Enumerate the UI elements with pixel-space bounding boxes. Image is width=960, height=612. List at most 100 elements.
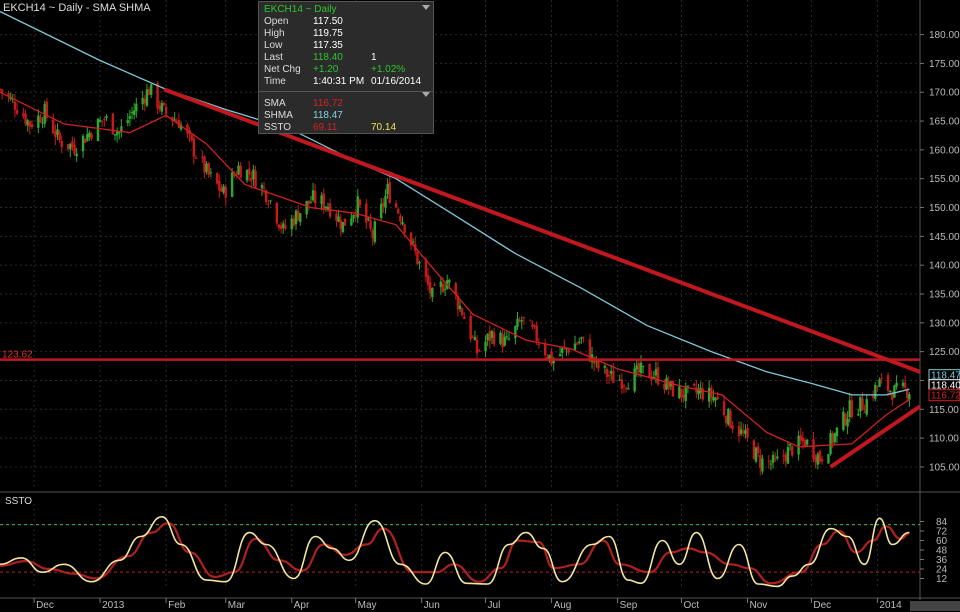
- candle-body: [799, 435, 802, 441]
- candle-body: [173, 119, 176, 121]
- candle-body: [612, 371, 615, 383]
- price-tag-label: 118.40: [931, 381, 960, 392]
- candle-body: [888, 390, 892, 392]
- candle-body: [561, 348, 564, 353]
- shma-line: [0, 10, 910, 396]
- candle-body: [456, 295, 460, 310]
- candle-body: [0, 89, 4, 93]
- low-value: 117.35: [313, 40, 343, 51]
- date-tick-label: 2013: [102, 600, 125, 611]
- candle-body: [469, 315, 472, 340]
- candle-body: [801, 437, 805, 442]
- candle-body: [784, 454, 788, 462]
- candle-body: [603, 365, 607, 368]
- candle-body: [24, 113, 27, 125]
- candle-body: [575, 343, 579, 345]
- date-axis: Dec 2013 Feb Mar Apr May Jun Jul Aug Sep Oct Nov Dec…: [33, 598, 902, 611]
- net-change-label: Net Chg: [264, 64, 301, 75]
- candle-body: [831, 433, 834, 444]
- scrollbar[interactable]: [910, 601, 960, 611]
- candle-body: [901, 382, 905, 387]
- panel-title-row: EKCH14 ~ Daily: [259, 4, 433, 16]
- candle-body: [746, 428, 749, 438]
- candle-body: [505, 336, 509, 338]
- candle-body: [105, 116, 108, 119]
- candle-body: [597, 361, 600, 369]
- candle-body: [752, 440, 756, 460]
- candle-body: [247, 168, 251, 175]
- candle-body: [499, 332, 502, 344]
- candle-body: [132, 110, 136, 115]
- candle-body: [45, 101, 49, 118]
- ssto-grid: [33, 504, 878, 588]
- candle-body: [516, 318, 519, 327]
- candle-body: [669, 381, 673, 387]
- candle-body: [284, 225, 287, 229]
- candle-body: [399, 215, 402, 222]
- candle-body: [731, 425, 734, 430]
- candle-body: [463, 316, 466, 319]
- candle-body: [678, 386, 681, 399]
- ssto-tick-label: 36: [936, 555, 948, 566]
- candle-body: [96, 118, 100, 142]
- candle-body: [514, 326, 517, 339]
- shma-value: 118.47: [313, 110, 343, 121]
- candle-body: [205, 163, 208, 172]
- candle-body: [627, 388, 630, 390]
- indicator-collapse-arrow-icon[interactable]: [422, 92, 430, 97]
- candle-body: [759, 455, 762, 468]
- high-label: High: [264, 28, 285, 39]
- panel-row-open: Open 117.50: [259, 16, 433, 28]
- candle-body: [460, 308, 464, 316]
- candle-body: [75, 153, 78, 157]
- candle-body: [111, 113, 115, 135]
- candle-body: [339, 219, 342, 229]
- candle-body: [697, 390, 700, 395]
- candle-body: [908, 394, 911, 400]
- candle-body: [861, 398, 864, 411]
- candle-body: [565, 348, 568, 350]
- candle-body: [337, 216, 340, 222]
- candle-body: [28, 121, 32, 127]
- candle-body: [471, 336, 474, 338]
- candle-body: [324, 206, 328, 209]
- candle-body: [66, 144, 70, 149]
- price-tick-label: 165.00: [929, 117, 960, 128]
- time-value: 1:40:31 PM: [313, 76, 365, 87]
- candle-body: [41, 122, 44, 124]
- candle-body: [490, 331, 494, 338]
- candle-body: [488, 330, 492, 341]
- candle-body: [367, 218, 370, 220]
- candle-body: [209, 172, 213, 174]
- price-tick-label: 110.00: [929, 434, 959, 445]
- candle-body: [290, 218, 293, 230]
- candle-body: [356, 196, 359, 218]
- candle-body: [533, 325, 536, 327]
- price-tick-label: 160.00: [929, 145, 960, 156]
- candle-body: [816, 454, 819, 465]
- candle-body: [620, 379, 624, 389]
- candle-body: [175, 121, 178, 123]
- candle-body: [458, 305, 462, 310]
- candle-body: [326, 206, 330, 210]
- candle-body: [98, 120, 102, 122]
- candle-body: [618, 379, 621, 381]
- quote-info-panel[interactable]: EKCH14 ~ Daily Open 117.50 High 119.75 L…: [258, 1, 434, 134]
- candle-body: [341, 221, 345, 233]
- collapse-arrow-icon[interactable]: [422, 5, 430, 10]
- price-tag-label: 118.47: [931, 371, 960, 382]
- candle-body: [754, 447, 758, 462]
- candle-body: [729, 410, 732, 428]
- trendline: [163, 87, 921, 374]
- candle-body: [610, 371, 613, 374]
- ssto-tick-label: 48: [936, 546, 948, 557]
- candle-body: [739, 429, 743, 434]
- candle-body: [439, 281, 443, 288]
- date-tick-label: Dec: [36, 600, 54, 611]
- candle-body: [164, 106, 168, 114]
- candle-body: [113, 134, 117, 136]
- candle-body: [588, 339, 592, 362]
- candle-body: [654, 369, 658, 376]
- date-tick-label: Sep: [620, 600, 638, 611]
